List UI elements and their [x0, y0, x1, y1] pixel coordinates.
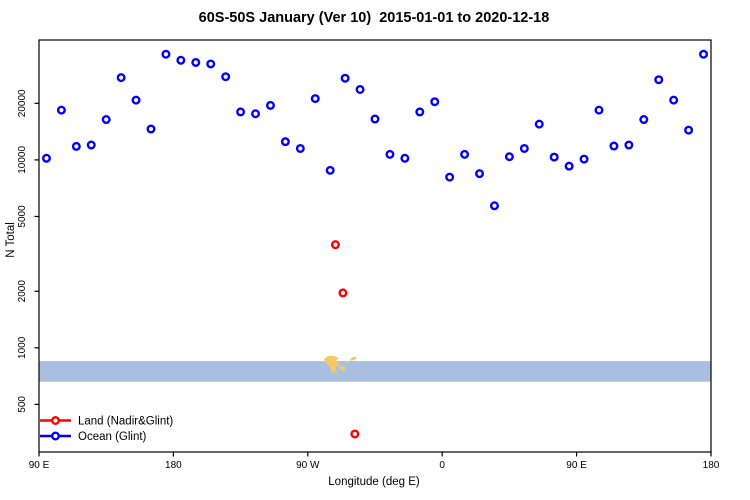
ocean-data-point	[519, 143, 529, 153]
legend-ocean-symbol-marker	[51, 431, 61, 441]
ocean-data-point	[101, 115, 111, 125]
y-axis-title: N Total	[5, 222, 17, 258]
plot-box	[38, 39, 712, 453]
legend-ocean-label: Ocean (Glint)	[78, 431, 147, 443]
x-tick-label: 90 E	[566, 460, 587, 471]
ocean-data-point	[385, 149, 395, 159]
y-tick-label: 500	[17, 396, 28, 413]
land-strip-shape	[339, 366, 346, 371]
x-axis-title: Longitude (deg E)	[328, 476, 420, 488]
ocean-data-point	[116, 73, 126, 83]
ocean-data-point	[325, 165, 335, 175]
ocean-data-point	[684, 125, 694, 135]
ocean-data-point	[161, 49, 171, 59]
ocean-data-point	[475, 169, 485, 179]
legend-land-symbol-marker	[51, 416, 61, 426]
land-strip-shape	[350, 357, 357, 361]
ocean-data-point	[41, 153, 51, 163]
x-tick-label: 0	[439, 460, 445, 471]
ocean-data-point	[564, 161, 574, 171]
ocean-data-point	[71, 141, 81, 151]
ocean-data-point	[609, 141, 619, 151]
ocean-data-point	[146, 124, 156, 134]
y-tick-label: 10000	[17, 146, 28, 174]
ocean-data-point	[191, 57, 201, 67]
ocean-data-point	[415, 107, 425, 117]
ocean-data-point	[445, 172, 455, 182]
ocean-data-point	[639, 115, 649, 125]
ocean-data-point	[489, 201, 499, 211]
y-tick-label: 1000	[17, 336, 28, 359]
ocean-data-point	[654, 75, 664, 85]
ocean-data-point	[206, 59, 216, 69]
land-data-point	[338, 288, 348, 298]
chart-title: 60S-50S January (Ver 10) 2015-01-01 to 2…	[198, 10, 550, 26]
ocean-data-point	[534, 119, 544, 129]
ocean-data-point	[460, 149, 470, 159]
land-strip-shape	[346, 361, 348, 363]
ocean-data-point	[579, 154, 589, 164]
land-data-point	[330, 240, 340, 250]
x-tick-label: 180	[165, 460, 182, 471]
ocean-data-point	[699, 49, 709, 59]
ocean-data-point	[400, 153, 410, 163]
land-data-point	[350, 429, 360, 439]
land-strip-shape	[324, 356, 340, 373]
ocean-data-point	[504, 152, 514, 162]
ocean-data-point	[549, 152, 559, 162]
ocean-data-point	[265, 100, 275, 110]
ocean-data-point	[310, 94, 320, 104]
y-tick-label: 2000	[17, 280, 28, 303]
ocean-data-point	[669, 95, 679, 105]
ocean-data-point	[236, 107, 246, 117]
ocean-data-point	[56, 105, 66, 115]
ocean-data-point	[340, 73, 350, 83]
ocean-data-point	[624, 140, 634, 150]
ocean-data-point	[355, 84, 365, 94]
y-tick-label: 5000	[17, 205, 28, 228]
ocean-data-point	[86, 140, 96, 150]
x-tick-label: 180	[703, 460, 720, 471]
y-tick-label: 20000	[17, 89, 28, 117]
ocean-data-point	[251, 109, 261, 119]
x-tick-label: 90 W	[296, 460, 320, 471]
ocean-data-point	[370, 114, 380, 124]
ocean-data-point	[131, 95, 141, 105]
ocean-data-point	[176, 55, 186, 65]
ocean-strip	[39, 361, 711, 382]
ocean-data-point	[221, 72, 231, 82]
ocean-data-point	[280, 137, 290, 147]
legend-land-label: Land (Nadir&Glint)	[78, 416, 173, 428]
ocean-data-point	[295, 143, 305, 153]
ocean-data-point	[430, 97, 440, 107]
x-tick-label: 90 E	[29, 460, 50, 471]
ocean-data-point	[594, 105, 604, 115]
